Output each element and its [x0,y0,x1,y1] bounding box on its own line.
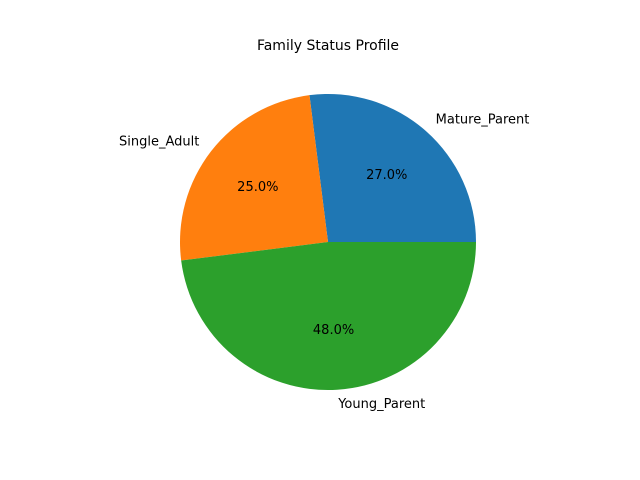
pie-slices [180,94,477,391]
pie-labels: Mature_Parent 27.0% Single_Adult 25.0% Young… [119,112,529,412]
slice-percent-label: 27.0% [366,168,407,183]
pie-slice-single-adult [180,95,328,261]
slice-percent-label: 25.0% [237,180,278,195]
slice-percent-label: 48.0% [313,323,354,338]
slice-label: Mature_Parent [436,112,530,127]
slice-label: Young_Parent [337,397,425,412]
pie-slice-mature-parent [309,94,476,242]
chart-title: Family Status Profile [257,38,399,54]
pie-slice-young-parent [181,242,477,391]
slice-label: Single_Adult [119,135,199,150]
